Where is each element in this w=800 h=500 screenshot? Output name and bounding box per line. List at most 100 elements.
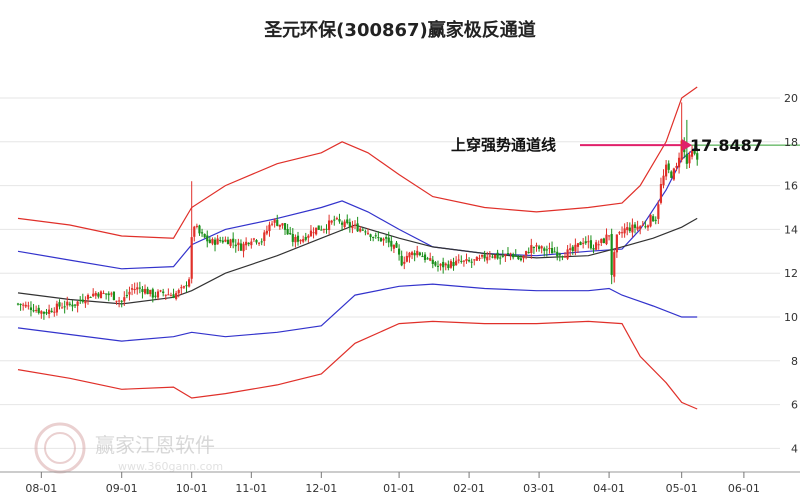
candle-body	[400, 255, 403, 266]
candle-body	[317, 225, 320, 230]
candle-body	[623, 228, 626, 234]
candle-body	[29, 307, 33, 310]
candle-body	[42, 311, 46, 314]
band-line-outer-lower	[17, 320, 698, 410]
candle-body	[71, 304, 74, 307]
candle-body	[618, 232, 621, 234]
candle-body	[325, 228, 328, 230]
candle-body	[652, 216, 655, 222]
candle-body	[92, 293, 95, 297]
candle-body	[553, 251, 556, 253]
candle-body	[366, 232, 370, 234]
candle-body	[146, 288, 149, 295]
candle-body	[203, 233, 206, 238]
candle-body	[571, 246, 574, 252]
candle-body	[522, 255, 525, 259]
candle-body	[169, 295, 173, 297]
candle-body	[164, 294, 167, 296]
candle-body	[268, 224, 271, 232]
candle-body	[390, 240, 393, 247]
watermark-brand: 赢家江恩软件	[95, 433, 215, 457]
x-tick-label: 08-01	[25, 482, 57, 495]
candle-body	[667, 163, 670, 170]
candle-body	[307, 235, 310, 238]
candle-body	[587, 241, 590, 243]
candle-body	[348, 222, 351, 228]
candle-body	[263, 232, 266, 242]
candle-body	[286, 228, 289, 235]
candle-body	[592, 248, 595, 250]
candle-body	[449, 261, 453, 268]
candle-body	[423, 254, 427, 260]
candle-body	[486, 256, 489, 261]
candle-body	[79, 299, 82, 301]
candle-body	[442, 261, 445, 268]
annotation: 上穿强势通道线 17.8487	[451, 136, 763, 155]
candlesticks	[16, 102, 699, 320]
candle-body	[346, 219, 349, 224]
candle-body	[229, 239, 232, 246]
candle-body	[584, 241, 587, 244]
candle-body	[102, 293, 105, 295]
x-tick-label: 04-01	[593, 482, 625, 495]
candle-body	[582, 242, 585, 244]
candle-body	[654, 219, 657, 221]
candle-body	[690, 150, 694, 157]
candle-body	[483, 254, 486, 259]
candle-body	[626, 227, 629, 231]
candle-body	[294, 236, 297, 243]
annotation-label: 上穿强势通道线	[451, 136, 556, 154]
candle-body	[455, 260, 458, 266]
x-tick-label: 05-01	[666, 482, 698, 495]
candle-body	[55, 303, 58, 313]
candle-body	[245, 241, 248, 246]
candle-body	[633, 224, 637, 228]
candle-body	[563, 256, 567, 258]
candle-body	[130, 288, 134, 290]
candle-body	[382, 238, 385, 241]
candle-body	[289, 233, 292, 235]
candle-body	[211, 239, 214, 244]
candle-body	[19, 303, 22, 306]
candle-body	[665, 164, 668, 177]
candle-body	[659, 184, 663, 203]
band-line-middle	[17, 217, 698, 305]
candle-body	[379, 237, 383, 242]
candle-body	[86, 294, 90, 300]
candle-body	[649, 214, 652, 227]
y-tick-label: 18	[784, 136, 798, 149]
candle-body	[488, 255, 491, 257]
candle-body	[167, 294, 170, 296]
candle-body	[602, 238, 605, 243]
watermark-site: www.360gann.com	[118, 460, 223, 473]
candle-body	[53, 311, 56, 313]
candle-body	[89, 296, 92, 298]
candle-body	[530, 245, 533, 254]
candle-body	[128, 291, 131, 295]
candle-body	[473, 259, 476, 261]
arrow-head-icon	[682, 139, 692, 152]
candle-body	[213, 239, 217, 245]
candle-body	[504, 254, 507, 257]
candle-body	[351, 226, 354, 229]
candle-body	[234, 244, 237, 247]
candle-body	[387, 237, 390, 243]
candle-body	[478, 257, 481, 260]
candle-body	[219, 239, 222, 241]
candle-body	[512, 253, 515, 258]
candle-body	[392, 244, 396, 249]
candle-body	[657, 204, 660, 219]
candle-body	[493, 254, 497, 259]
candle-body	[576, 243, 580, 247]
candle-body	[302, 239, 305, 242]
candle-body	[431, 259, 434, 264]
x-tick-label: 02-01	[453, 482, 485, 495]
candle-body	[50, 310, 53, 313]
candle-body	[501, 255, 504, 257]
candle-body	[265, 230, 268, 234]
candle-body	[40, 311, 43, 314]
candle-body	[237, 242, 240, 246]
candle-body	[156, 291, 160, 298]
candle-body	[403, 261, 406, 264]
candle-body	[66, 301, 69, 306]
